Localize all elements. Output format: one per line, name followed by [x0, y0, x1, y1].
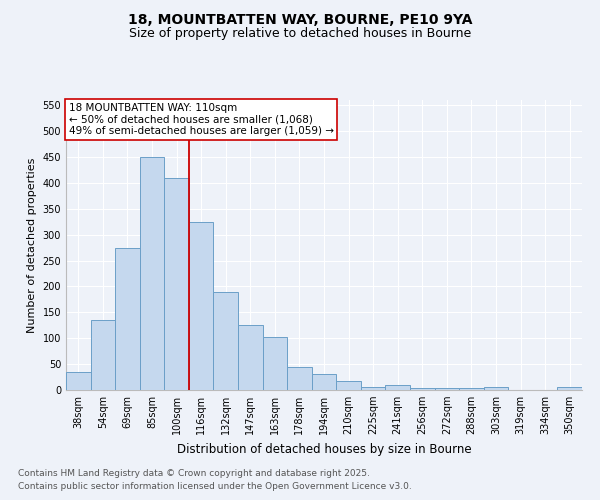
Y-axis label: Number of detached properties: Number of detached properties	[27, 158, 37, 332]
Bar	[434, 388, 459, 390]
Bar	[484, 387, 508, 390]
Bar	[91, 320, 115, 390]
Bar	[263, 336, 287, 390]
Bar	[385, 386, 410, 390]
Text: Contains HM Land Registry data © Crown copyright and database right 2025.: Contains HM Land Registry data © Crown c…	[18, 468, 370, 477]
Bar	[189, 222, 214, 390]
Bar	[164, 178, 189, 390]
Bar	[336, 380, 361, 390]
X-axis label: Distribution of detached houses by size in Bourne: Distribution of detached houses by size …	[176, 442, 472, 456]
Bar	[214, 292, 238, 390]
Text: 18, MOUNTBATTEN WAY, BOURNE, PE10 9YA: 18, MOUNTBATTEN WAY, BOURNE, PE10 9YA	[128, 12, 472, 26]
Text: Contains public sector information licensed under the Open Government Licence v3: Contains public sector information licen…	[18, 482, 412, 491]
Bar	[557, 387, 582, 390]
Text: 18 MOUNTBATTEN WAY: 110sqm
← 50% of detached houses are smaller (1,068)
49% of s: 18 MOUNTBATTEN WAY: 110sqm ← 50% of deta…	[68, 103, 334, 136]
Bar	[459, 388, 484, 390]
Bar	[238, 326, 263, 390]
Bar	[361, 388, 385, 390]
Bar	[287, 366, 312, 390]
Text: Size of property relative to detached houses in Bourne: Size of property relative to detached ho…	[129, 28, 471, 40]
Bar	[410, 388, 434, 390]
Bar	[140, 157, 164, 390]
Bar	[115, 248, 140, 390]
Bar	[66, 372, 91, 390]
Bar	[312, 374, 336, 390]
